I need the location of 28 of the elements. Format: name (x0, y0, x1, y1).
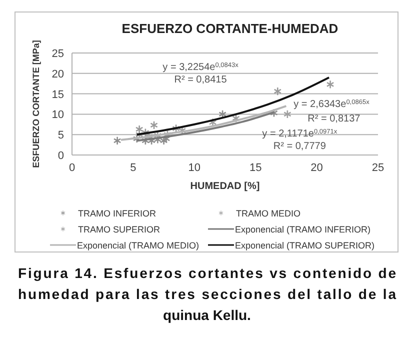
annotation: R² = 0,7779 (273, 140, 326, 152)
x-tick-label: 5 (130, 162, 136, 174)
legend-label: Exponencial (TRAMO SUPERIOR) (235, 240, 375, 250)
y-axis-title: ESFUERZO CORTANTE [MPa] (31, 40, 41, 168)
legend-label: TRAMO MEDIO (236, 208, 300, 218)
annotation: R² = 0,8415 (174, 74, 228, 86)
y-tick-label: 15 (52, 88, 64, 101)
legend-label: TRAMO INFERIOR (78, 208, 156, 218)
text: Figura 14. Esfuerzos cortantes vs contenido de humedad para las tres secciones del tallo de la quinua Kellu. (18, 265, 396, 323)
legend-label: Exponencial (TRAMO MEDIO) (77, 240, 200, 250)
x-tick-label: 0 (68, 162, 76, 174)
x-tick-label: 15 (249, 162, 262, 174)
x-tick-label: 20 (310, 162, 323, 174)
y-tick-label: 5 (58, 130, 64, 142)
annotation: y = 3,2254e$^{0,0843x}$ (162, 62, 240, 74)
chart-title: ESFUERZO CORTANTE-HUMEDAD (122, 21, 338, 36)
x-tick-label: 10 (188, 162, 201, 174)
legend-label: Exponencial (TRAMO INFERIOR) (235, 224, 371, 234)
x-axis-title: HUMEDAD [%] (190, 181, 260, 192)
y-tick-label: 25 (52, 48, 64, 60)
annotation: y = 2,1171e$^{0,0971x}$ (262, 128, 338, 140)
y-tick-label: 20 (52, 68, 64, 80)
y-tick-label: 10 (52, 109, 64, 122)
annotation: R² = 0,8137 (308, 114, 361, 125)
y-tick-label: 0 (58, 150, 64, 162)
annotation: y = 2,6343e$^{0,0865x}$ (294, 98, 370, 110)
x-tick-label: 25 (372, 162, 384, 174)
legend-label: TRAMO SUPERIOR (78, 224, 161, 234)
